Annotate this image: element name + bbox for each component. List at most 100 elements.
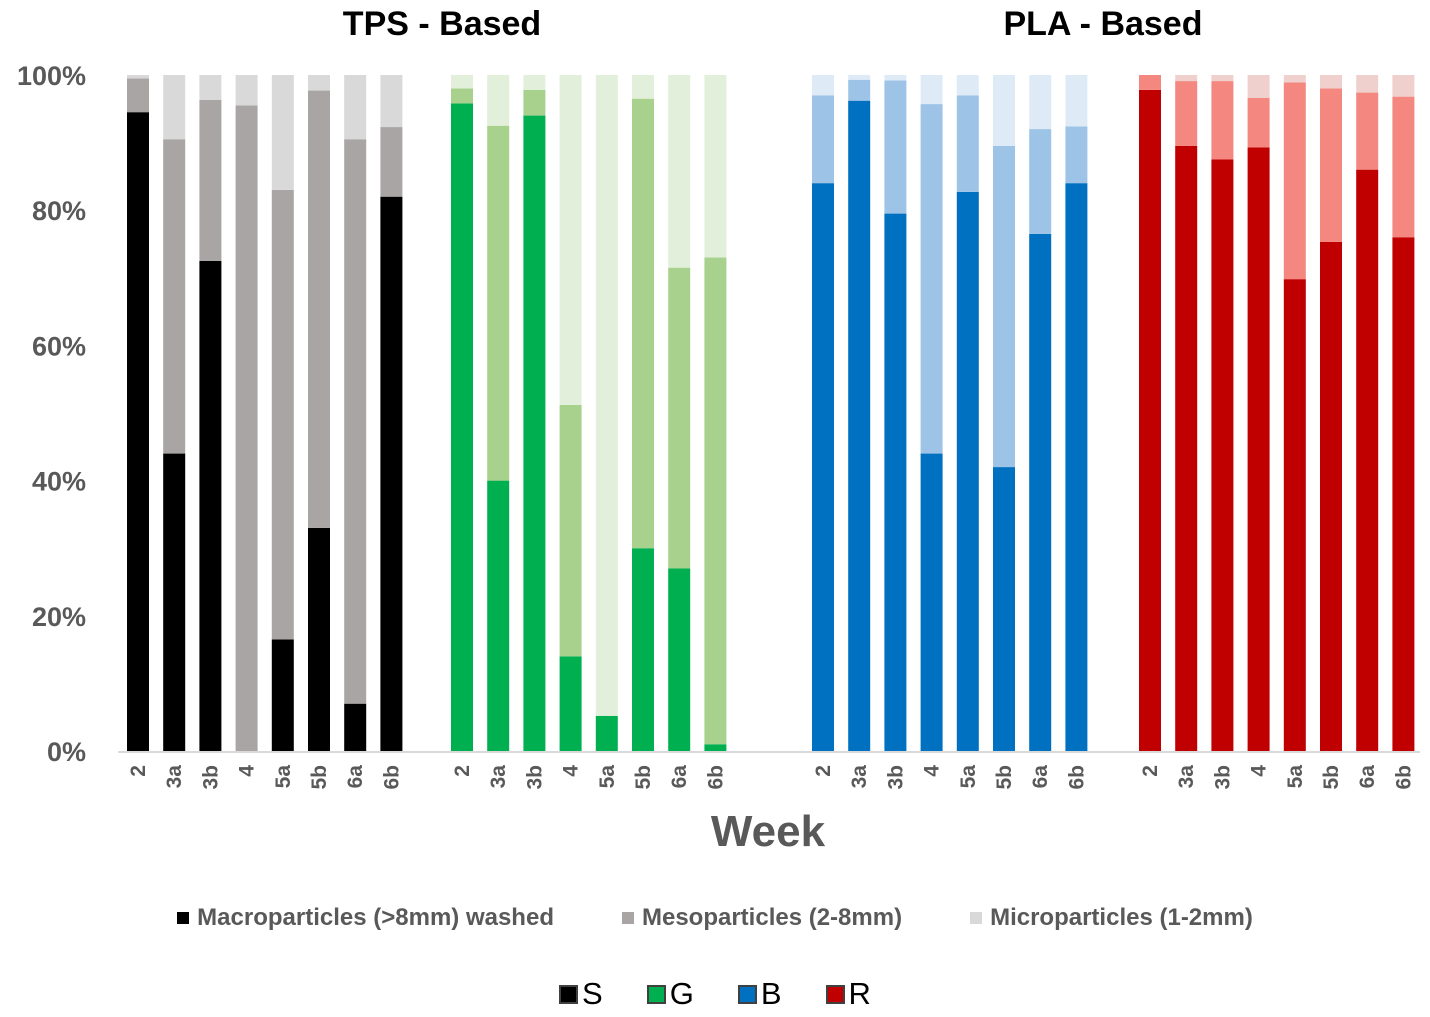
legend-label-g: G [669,976,694,1011]
legend-item-microparticles: Microparticles (1-2mm) [970,904,1253,932]
x-tick-label: 5b [308,765,331,790]
y-tick-label: 60% [32,331,86,361]
bar-s-5a-meso [271,189,294,640]
bar-g-2-macro [451,103,473,752]
bar-g-2-micro [451,75,473,89]
y-tick-label: 20% [32,602,86,632]
legend-label-r: R [848,976,871,1011]
bar-g-3b-micro [523,75,546,90]
bar-b-3a-micro [848,75,871,80]
bar-b-6a-macro [1029,233,1052,752]
bar-b-5a-macro [956,191,979,751]
bar-s-6a-micro [344,75,367,140]
x-tick-label: 6a [1029,765,1052,789]
legend-swatch-s [559,984,579,1004]
legend-label-microparticles: Microparticles (1-2mm) [990,904,1253,931]
bar-r-2-macro [1139,89,1161,751]
legend-item-g: G [646,976,694,1012]
x-tick-label: 4 [921,765,944,777]
bar-r-4-micro [1247,75,1270,98]
bar-g-3a-meso [487,125,510,481]
material-legend: S G B R [0,976,1430,1012]
bar-s-3a-micro [163,75,186,140]
bar-s-2-macro [127,112,149,752]
stacked-bar-chart: TPS - Based PLA - Based 0% 20% 40% 60% 80% 10… [17,5,1420,856]
x-tick-label: 4 [1248,765,1271,777]
x-tick-label: 2 [812,765,835,777]
bar-b-3b-macro [884,213,907,751]
title-tps-based: TPS - Based [343,5,541,43]
bar-r-6b-macro [1392,237,1415,752]
bar-b-2-micro [812,75,834,96]
title-pla-based: PLA - Based [1003,5,1202,43]
legend-item-b: B [737,976,782,1012]
bar-r-4-meso [1247,97,1270,148]
bar-b-5b-meso [993,145,1015,468]
bar-g-5b-macro [632,548,654,751]
bar-s-2-meso [127,78,149,113]
bar-g-5b-meso [632,98,654,549]
bar-g-5b-micro [632,75,654,99]
x-tick-label: 4 [560,765,583,777]
x-tick-label: 5a [272,765,295,789]
bar-r-6b-micro [1392,75,1415,97]
bar-g-6b-micro [704,75,727,258]
bar-b-6a-meso [1029,129,1052,234]
bar-s-6a-macro [344,703,367,751]
bar-s-3b-meso [199,100,222,261]
bar-r-3b-macro [1211,159,1234,751]
bar-s-6a-meso [344,139,367,704]
bar-b-4-meso [920,104,943,454]
bar-b-4-micro [920,75,943,105]
bar-s-3a-meso [163,139,186,454]
bar-s-3a-macro [163,453,186,751]
bar-r-3a-meso [1175,81,1198,146]
bar-r-5a-meso [1283,82,1306,280]
bar-r-3a-macro [1175,145,1198,752]
bar-g-3b-meso [523,89,546,116]
x-tick-label: 3b [199,765,222,790]
x-tick-label: 2 [1139,765,1162,777]
bars [127,75,1415,752]
bar-s-5b-macro [308,527,330,751]
bar-r-6a-macro [1356,169,1379,751]
legend-label-s: S [582,976,603,1011]
x-axis-label: Week [711,807,826,856]
bar-b-6b-micro [1065,75,1088,127]
bar-s-6b-micro [380,75,403,128]
y-axis: 0% 20% 40% 60% 80% 100% [17,61,86,767]
legend-swatch-b [737,984,757,1004]
bar-s-3b-micro [199,75,222,101]
bar-g-3a-macro [487,480,510,751]
bar-r-4-macro [1247,147,1270,751]
x-tick-label: 3b [523,765,546,790]
legend-swatch-microparticles [970,912,983,924]
x-tick-label: 3a [1175,765,1198,789]
x-axis-ticks: 2 3a 3b 4 5a 5b 6a 6b 2 3a 3b 4 5a 5b 6a 6b 2 3a 3b 4 5a 5b 6a… [127,765,1415,790]
x-tick-label: 3a [848,765,871,789]
bar-b-3a-macro [848,100,871,752]
x-tick-label: 6b [704,765,727,790]
bar-g-4-macro [559,656,582,751]
bar-s-5a-macro [271,639,294,751]
size-legend: Macroparticles (>8mm) washed Mesoparticl… [0,904,1430,932]
bar-b-2-macro [812,183,834,751]
bar-s-4-micro [235,75,258,106]
bar-g-6a-micro [668,75,691,268]
bar-b-6a-micro [1029,75,1052,130]
x-tick-label: 5a [957,765,980,789]
x-tick-label: 2 [451,765,474,777]
x-tick-label: 6a [1356,765,1379,789]
x-tick-label: 3a [487,765,510,789]
bar-r-6a-micro [1356,75,1379,93]
bar-r-3b-micro [1211,75,1234,82]
bar-g-4-micro [559,75,582,405]
bar-g-2-meso [451,88,473,104]
bar-group-g [451,75,727,752]
bar-s-2-micro [127,75,149,79]
bar-b-5b-macro [993,467,1015,751]
bar-g-6b-macro [704,744,727,751]
bar-b-5a-meso [956,95,979,192]
y-tick-label: 100% [17,61,86,91]
bar-g-6b-meso [704,257,727,745]
